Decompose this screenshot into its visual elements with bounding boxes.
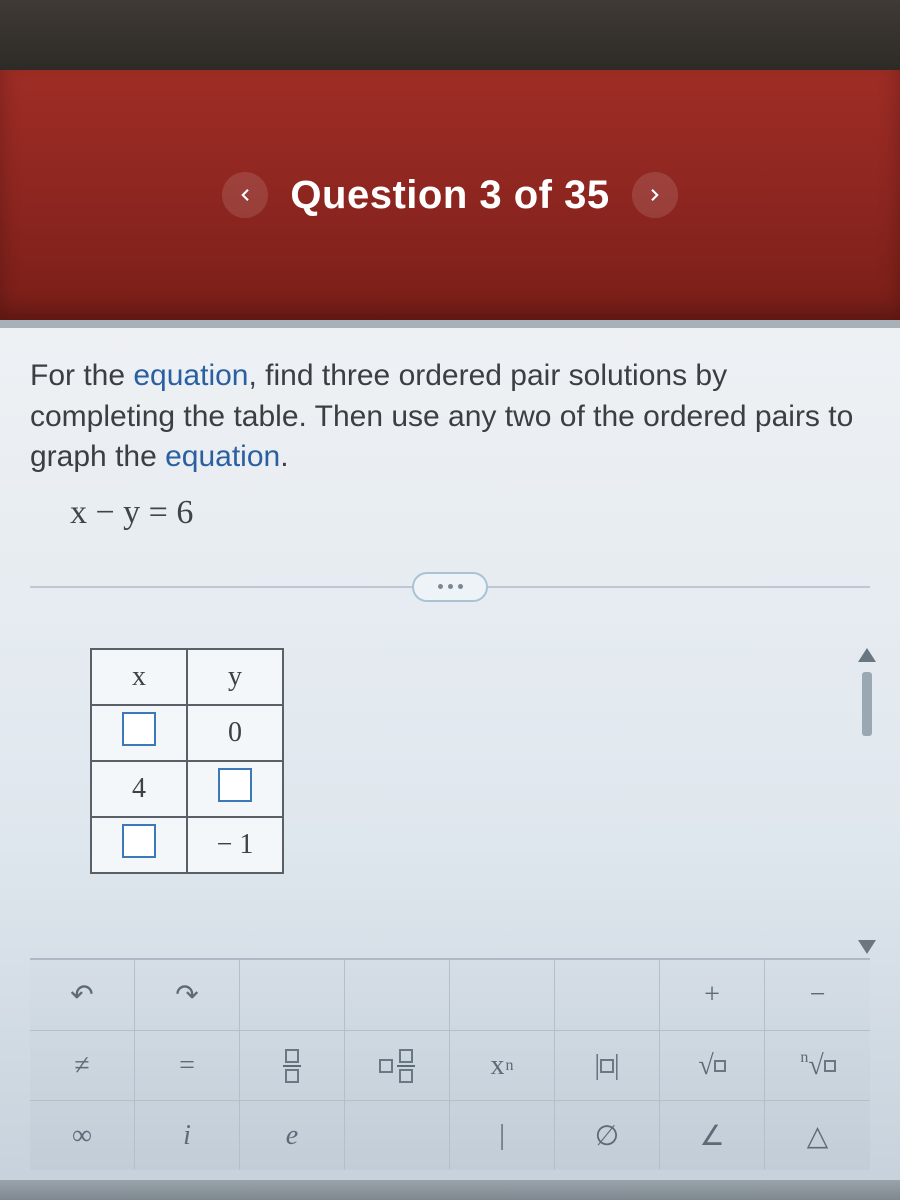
section-divider: [30, 572, 870, 602]
chevron-right-icon: [646, 186, 664, 204]
minus-button[interactable]: −: [765, 960, 870, 1030]
question-header: Question 3 of 35: [0, 70, 900, 320]
cell-y-1: 0: [187, 705, 283, 761]
question-instructions: For the equation, find three ordered pai…: [30, 356, 870, 478]
cell-x-3: [91, 817, 187, 873]
tool-blank[interactable]: [240, 960, 345, 1030]
term-equation-link[interactable]: equation: [133, 359, 248, 392]
equation-display: x − y = 6: [70, 494, 870, 532]
table-row: 0: [91, 705, 283, 761]
instr-text: .: [280, 440, 288, 473]
toolbar-row-3: ∞ i e | ∅ ∠ △: [30, 1100, 870, 1170]
scroll-up-button[interactable]: [858, 648, 876, 662]
toolbar-row-2: ≠ = xn || √ n√: [30, 1030, 870, 1100]
tool-blank[interactable]: [345, 1101, 450, 1170]
dot-icon: [458, 584, 463, 589]
xy-table: x y 0 4 − 1: [90, 648, 284, 874]
tool-blank[interactable]: [555, 960, 660, 1030]
answer-input[interactable]: [218, 768, 252, 802]
euler-e-button[interactable]: e: [240, 1101, 345, 1170]
imaginary-i-button[interactable]: i: [135, 1101, 240, 1170]
plus-button[interactable]: +: [660, 960, 765, 1030]
window-bottom-strip: [0, 1180, 900, 1200]
dot-icon: [448, 584, 453, 589]
tool-blank[interactable]: [345, 960, 450, 1030]
question-counter: Question 3 of 35: [290, 173, 609, 218]
answer-input[interactable]: [122, 712, 156, 746]
sqrt-button[interactable]: √: [660, 1031, 765, 1100]
mixed-fraction-button[interactable]: [345, 1031, 450, 1100]
triangle-button[interactable]: △: [765, 1101, 870, 1170]
expand-options-button[interactable]: [412, 572, 488, 602]
table-row: 4: [91, 761, 283, 817]
box-icon: [399, 1069, 413, 1083]
cell-x-2: 4: [91, 761, 187, 817]
term-equation-link[interactable]: equation: [165, 440, 280, 473]
cell-y-3: − 1: [187, 817, 283, 873]
box-icon: [379, 1059, 393, 1073]
scrollbar-thumb[interactable]: [862, 672, 872, 736]
chevron-left-icon: [236, 186, 254, 204]
not-equal-button[interactable]: ≠: [30, 1031, 135, 1100]
redo-button[interactable]: ↷: [135, 960, 240, 1030]
cell-x-1: [91, 705, 187, 761]
absolute-value-button[interactable]: ||: [555, 1031, 660, 1100]
box-icon: [399, 1049, 413, 1063]
box-icon: [824, 1060, 836, 1072]
col-header-y: y: [187, 649, 283, 705]
empty-set-button[interactable]: ∅: [555, 1101, 660, 1170]
tool-blank[interactable]: [450, 960, 555, 1030]
exponent-button[interactable]: xn: [450, 1031, 555, 1100]
box-icon: [285, 1049, 299, 1063]
answer-table-area: x y 0 4 − 1: [90, 648, 870, 959]
prev-question-button[interactable]: [222, 172, 268, 218]
next-question-button[interactable]: [632, 172, 678, 218]
table-row: − 1: [91, 817, 283, 873]
table-header-row: x y: [91, 649, 283, 705]
equal-button[interactable]: =: [135, 1031, 240, 1100]
window-chrome-strip: [0, 0, 900, 70]
divides-button[interactable]: |: [450, 1101, 555, 1170]
col-header-x: x: [91, 649, 187, 705]
dot-icon: [438, 584, 443, 589]
question-content: For the equation, find three ordered pai…: [0, 320, 900, 1180]
instr-text: For the: [30, 359, 133, 392]
undo-button[interactable]: ↶: [30, 960, 135, 1030]
math-toolbar: ↶ ↷ + − ≠ = xn || √: [30, 958, 870, 1170]
box-icon: [714, 1060, 726, 1072]
scroll-down-button[interactable]: [858, 940, 876, 954]
answer-input[interactable]: [122, 824, 156, 858]
app-screen: Question 3 of 35 For the equation, find …: [0, 0, 900, 1200]
nth-root-button[interactable]: n√: [765, 1031, 870, 1100]
angle-button[interactable]: ∠: [660, 1101, 765, 1170]
infinity-button[interactable]: ∞: [30, 1101, 135, 1170]
box-icon: [600, 1059, 614, 1073]
fraction-button[interactable]: [240, 1031, 345, 1100]
cell-y-2: [187, 761, 283, 817]
box-icon: [285, 1069, 299, 1083]
toolbar-row-1: ↶ ↷ + −: [30, 960, 870, 1030]
